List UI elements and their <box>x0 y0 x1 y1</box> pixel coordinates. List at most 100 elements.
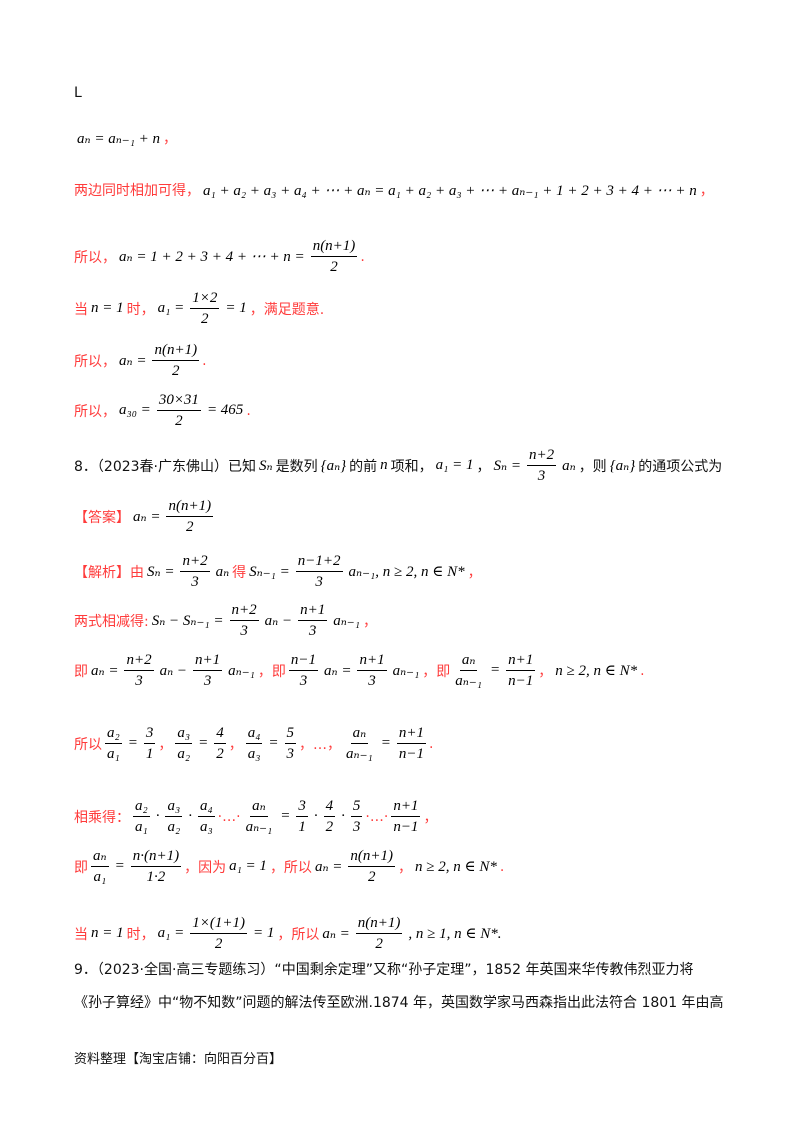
fraction: n+2 3 <box>229 600 259 641</box>
numerator: 3 <box>143 723 156 744</box>
solution-text: ，…， <box>299 736 342 753</box>
denominator: 3 <box>308 623 317 639</box>
math-expression: = <box>380 735 391 751</box>
math-expression: · <box>341 808 345 824</box>
math-expression: aₙ <box>215 564 230 580</box>
numerator: 30×31 <box>156 390 201 411</box>
numerator: a₄ <box>245 723 263 744</box>
fraction: a₃ a₂ <box>165 796 183 837</box>
text-line: 【解析】由 Sₙ = n+2 3 aₙ 得 Sₙ₋₁ = n−1+2 3 aₙ₋₁, n ≥ 2,… <box>74 551 482 592</box>
solution-text: ，因为 <box>184 859 227 876</box>
solution-text: ， <box>699 183 714 199</box>
numerator: n+2 <box>124 650 154 671</box>
fraction: n(n+1) 2 <box>166 496 214 537</box>
fraction: n+1 3 <box>193 650 223 691</box>
numerator: aₙ <box>350 723 369 744</box>
numerator: n(n+1) <box>310 236 358 257</box>
numerator: n+2 <box>229 600 259 621</box>
math-expression: a₁ + a₂ + a₃ + a₄ + ⋯ + aₙ = a₁ + a₂ + a… <box>203 182 697 199</box>
text-line: 所以， a₃₀ = 30×31 2 = 465. <box>74 390 251 431</box>
denominator: 2 <box>375 936 383 952</box>
math-expression: Sₙ − Sₙ₋₁ = <box>151 613 224 629</box>
math-expression: aₙ − <box>264 613 293 629</box>
fraction: aₙ aₙ₋₁ <box>244 796 275 837</box>
fraction: 1×(1+1) 2 <box>190 913 247 954</box>
solution-text: ， <box>228 736 243 753</box>
denominator: 3 <box>191 574 199 590</box>
math-expression: = <box>198 735 209 751</box>
solution-text: . <box>246 402 251 419</box>
question-text: ，则 <box>578 458 607 475</box>
solution-text: 【解析】由 <box>74 564 144 581</box>
denominator: 3 <box>352 819 361 835</box>
denominator: n−1 <box>508 673 534 689</box>
fraction: n+2 3 <box>526 445 557 486</box>
denominator: 1 <box>145 746 154 762</box>
solution-text: 得 <box>232 564 247 581</box>
question-text: ， <box>476 458 491 475</box>
numerator: n(n+1) <box>348 846 396 867</box>
math-expression: = <box>127 735 138 751</box>
math-expression: a₃₀ = <box>119 402 151 418</box>
math-expression: aₙ₋₁ <box>392 663 420 679</box>
numerator: a₃ <box>175 723 193 744</box>
math-expression: n ≥ 2, n ∈ N* <box>555 663 638 679</box>
numerator: n(n+1) <box>166 496 214 517</box>
solution-text: . <box>429 735 434 752</box>
solution-text: ， <box>423 809 438 826</box>
denominator: aₙ₋₁ <box>455 673 483 689</box>
fraction: n(n+1) 2 <box>348 846 396 887</box>
denominator: a₂ <box>177 746 191 762</box>
solution-text: ·…· <box>217 808 241 825</box>
math-expression: aₙ = <box>91 663 119 679</box>
solution-text: ，所以 <box>277 926 320 943</box>
solution-text: ·…· <box>365 808 389 825</box>
text-line: 即 aₙ = n+2 3 aₙ − n+1 3 aₙ₋₁ ，即 n−1 3 aₙ = n+1 3 aₙ₋₁，… <box>74 650 645 691</box>
fraction: 30×31 2 <box>156 390 201 431</box>
text-line: L <box>74 85 82 101</box>
denominator: 2 <box>325 819 334 835</box>
fraction: n+1 n−1 <box>396 723 426 764</box>
math-expression: {aₙ} <box>320 458 347 474</box>
math-expression: Sₙ = <box>147 564 175 580</box>
math-expression: Sₙ₋₁ = <box>249 564 290 580</box>
fraction: a₄ a₃ <box>197 796 215 837</box>
solution-text: ， <box>163 131 178 147</box>
solution-text: 时， <box>126 301 155 318</box>
denominator: a₃ <box>247 746 261 762</box>
fraction: n(n+1) 2 <box>355 913 403 954</box>
denominator: 2 <box>216 746 224 762</box>
text-line: 两式相减得: Sₙ − Sₙ₋₁ = n+2 3 aₙ − n+1 3 aₙ₋₁， <box>74 600 377 641</box>
fraction: n+2 3 <box>180 551 210 592</box>
numerator: 1×(1+1) <box>190 913 247 934</box>
numerator: n+1 <box>396 723 426 744</box>
solution-text: 【答案】 <box>74 509 130 526</box>
text-line: 两边同时相加可得， a₁ + a₂ + a₃ + a₄ + ⋯ + aₙ = a₁… <box>74 180 714 200</box>
math-expression: a₁ = <box>157 925 185 941</box>
math-expression: = <box>268 735 279 751</box>
denominator: 3 <box>299 673 308 689</box>
math-expression: aₙ = <box>322 926 350 942</box>
numerator: aₙ <box>459 650 478 671</box>
solution-text: ， <box>362 613 377 630</box>
math-expression: aₙ₋₁ <box>333 613 360 629</box>
solution-text: . <box>202 352 207 369</box>
solution-text: 相乘得： <box>74 809 130 826</box>
solution-text: 所以， <box>74 353 116 370</box>
fraction: a₂ a₁ <box>133 796 150 837</box>
math-expression: a₁ = <box>157 300 185 316</box>
denominator: 3 <box>203 673 212 689</box>
solution-text: ，所以 <box>269 859 312 876</box>
math-expression: = 1 <box>252 925 275 941</box>
fraction: aₙ aₙ₋₁ <box>453 650 484 691</box>
math-expression: n ≥ 2, n ∈ N* <box>415 859 497 875</box>
math-expression: a₁ = 1 <box>229 858 267 874</box>
question-text: 9．（2023·全国·高三专题练习）“中国剩余定理”又称“孙子定理”，1852 … <box>74 962 694 978</box>
math-expression: aₙ = 1 + 2 + 3 + 4 + ⋯ + n = <box>119 249 305 265</box>
numerator: a₂ <box>133 796 150 817</box>
fraction: n−1 3 <box>288 650 318 691</box>
solution-text: 所以 <box>74 736 102 753</box>
